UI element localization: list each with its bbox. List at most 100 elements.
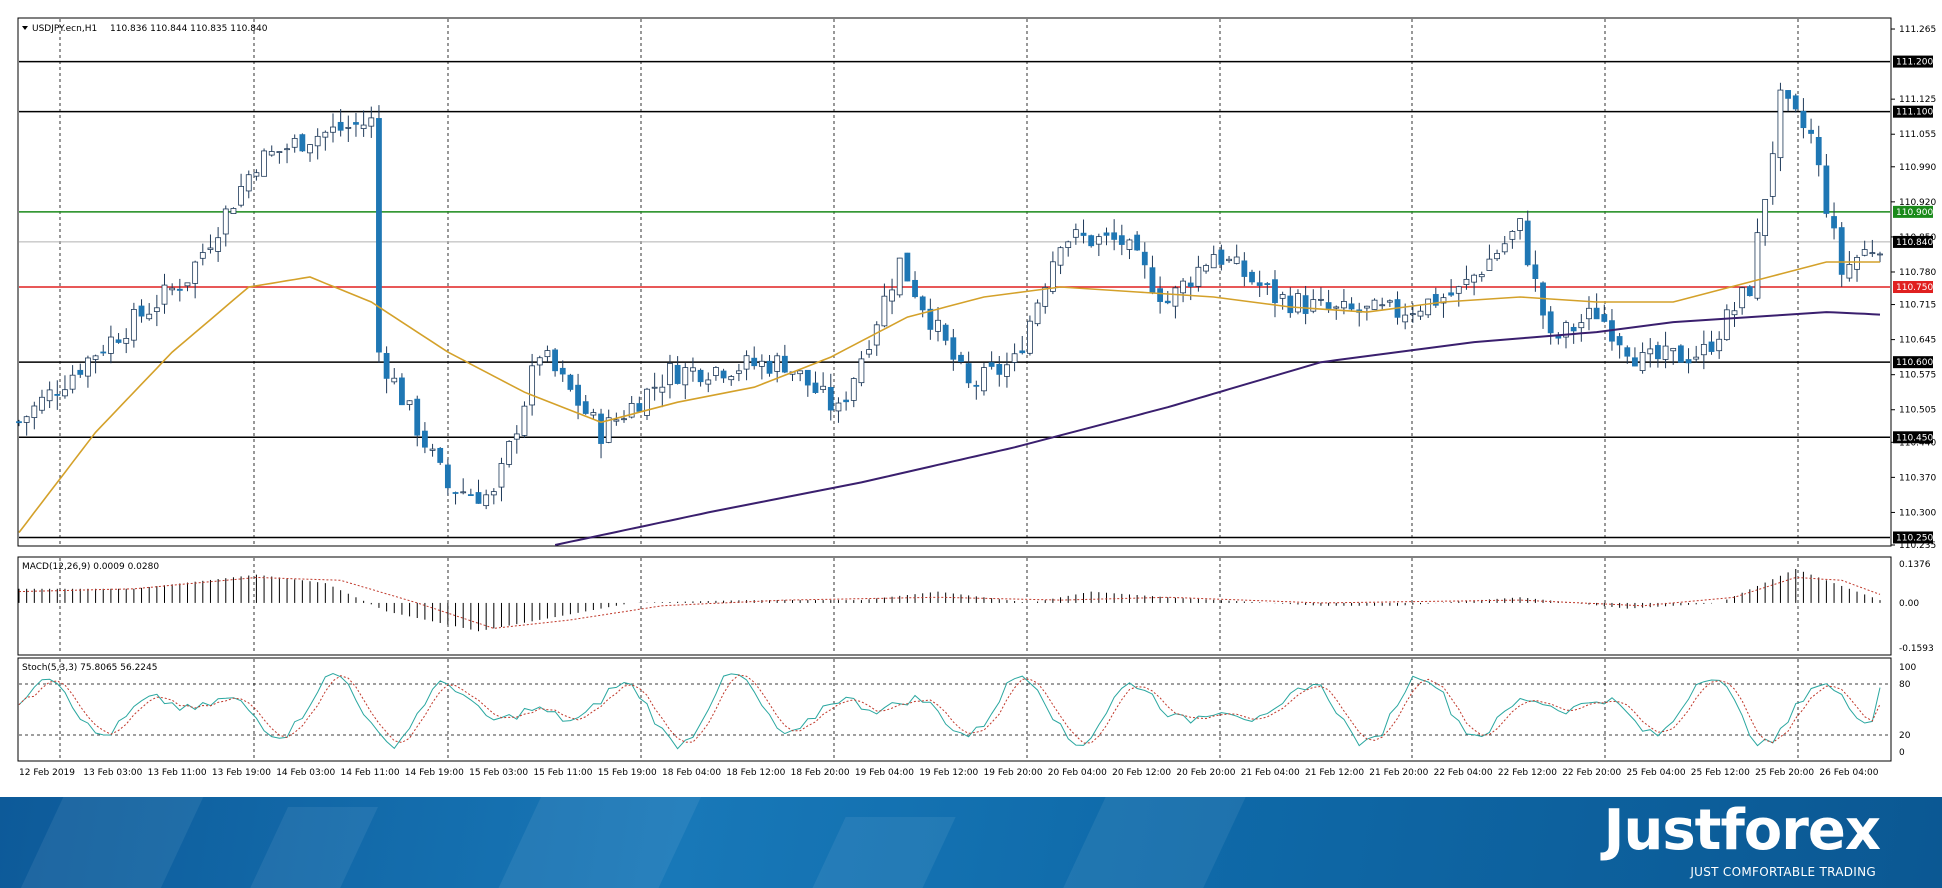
moving-averages xyxy=(18,261,1881,546)
candle-body xyxy=(146,313,153,320)
price-tick-label: 110.645 xyxy=(1899,336,1936,346)
candle-body xyxy=(881,295,888,327)
candle-body xyxy=(1065,241,1072,248)
candle-body xyxy=(850,378,857,401)
time-tick-label: 26 Feb 04:00 xyxy=(1819,768,1878,778)
candle-body xyxy=(1126,239,1133,250)
candle-body xyxy=(184,282,191,287)
candle-body xyxy=(1371,299,1378,310)
collapse-triangle-icon[interactable] xyxy=(22,26,28,30)
candle-body xyxy=(904,252,911,282)
candle-body xyxy=(1432,294,1439,306)
candle-body xyxy=(1754,232,1761,299)
candle-body xyxy=(1417,310,1424,317)
candle-body xyxy=(1287,295,1294,314)
candle-body xyxy=(1639,352,1646,371)
candle-body xyxy=(1494,252,1500,260)
candle-body xyxy=(950,337,957,360)
candle-body xyxy=(1172,287,1179,307)
price-tick-label: 111.055 xyxy=(1899,130,1936,140)
price-chart[interactable]: 111.265 111.125 111.055 110.990 110.920 110.8… xyxy=(0,0,1942,797)
time-grid xyxy=(59,19,1799,760)
candle-body xyxy=(1264,283,1271,285)
candle-body xyxy=(506,441,513,465)
candle-body xyxy=(758,360,765,367)
candle-body xyxy=(1693,356,1700,360)
candle-body xyxy=(345,126,352,129)
time-tick-label: 14 Feb 03:00 xyxy=(276,768,335,778)
candle-body xyxy=(1877,253,1883,256)
candle-body xyxy=(1333,306,1340,309)
candle-body xyxy=(1455,286,1462,294)
candle-body xyxy=(873,324,880,346)
candle-body xyxy=(1616,336,1623,346)
macd-signal-line xyxy=(18,576,1881,629)
candle-body xyxy=(942,324,949,341)
candle-body xyxy=(1685,359,1692,364)
candle-body xyxy=(835,402,842,412)
candle-body xyxy=(513,433,520,440)
macd-panel-frame xyxy=(17,556,1892,656)
candle-body xyxy=(1854,256,1860,270)
candle-body xyxy=(1425,298,1432,316)
time-tick-label: 25 Feb 12:00 xyxy=(1691,768,1750,778)
candle-body xyxy=(1210,254,1217,269)
brand-logo: Justforex xyxy=(1603,798,1881,863)
candle-body xyxy=(605,417,612,443)
stoch-tick-label: 100 xyxy=(1899,663,1916,673)
candle-body xyxy=(1363,305,1370,309)
candle-body xyxy=(843,399,850,403)
candle-body xyxy=(582,401,589,414)
candle-body xyxy=(1861,249,1868,256)
time-tick-label: 18 Feb 20:00 xyxy=(791,768,850,778)
candle-body xyxy=(437,447,444,463)
candle-body xyxy=(1402,314,1409,323)
candle-body xyxy=(705,379,712,385)
price-tick-label: 110.920 xyxy=(1899,198,1936,208)
candle-body xyxy=(207,247,214,250)
candle-body xyxy=(1831,216,1837,229)
candle-body xyxy=(628,403,635,418)
candle-body xyxy=(613,419,620,422)
candle-body xyxy=(253,172,260,177)
candle-body xyxy=(1004,364,1010,377)
candle-body xyxy=(728,376,735,381)
candle-body xyxy=(1524,220,1531,266)
price-tick-label: 110.440 xyxy=(1899,438,1936,448)
candle-body xyxy=(896,257,903,296)
candle-body xyxy=(774,355,781,372)
ohlc-label: 110.836 110.844 110.835 110.840 xyxy=(110,24,268,34)
candle-body xyxy=(1295,293,1301,313)
candle-body xyxy=(1586,307,1592,320)
candle-body xyxy=(889,289,895,302)
candle-body xyxy=(1547,311,1554,334)
candle-body xyxy=(988,362,995,367)
candle-body xyxy=(360,124,367,129)
stoch-main-line xyxy=(18,672,1881,750)
candle-body xyxy=(299,134,306,152)
candle-body xyxy=(1762,199,1769,237)
candle-body xyxy=(935,319,941,332)
candle-body xyxy=(1256,282,1263,286)
candle-body xyxy=(1157,288,1164,302)
candle-body xyxy=(215,237,222,252)
horizontal-levels xyxy=(19,60,1890,539)
candle-body xyxy=(544,350,551,358)
candle-body xyxy=(1341,301,1347,309)
candle-body xyxy=(858,358,865,384)
time-tick-label: 15 Feb 19:00 xyxy=(598,768,657,778)
candle-body xyxy=(690,367,696,372)
candle-body xyxy=(1279,294,1286,299)
time-tick-label: 18 Feb 12:00 xyxy=(726,768,785,778)
candle-body xyxy=(552,349,558,372)
time-tick-label: 19 Feb 04:00 xyxy=(855,768,914,778)
candle-body xyxy=(383,352,390,379)
candle-body xyxy=(192,261,199,284)
price-tick-label: 110.505 xyxy=(1899,406,1936,416)
candle-body xyxy=(330,126,336,133)
candle-body xyxy=(1869,252,1876,255)
candle-body xyxy=(674,364,681,384)
candle-body xyxy=(1677,345,1684,363)
candle-body xyxy=(1011,353,1018,363)
time-tick-label: 21 Feb 20:00 xyxy=(1369,768,1428,778)
